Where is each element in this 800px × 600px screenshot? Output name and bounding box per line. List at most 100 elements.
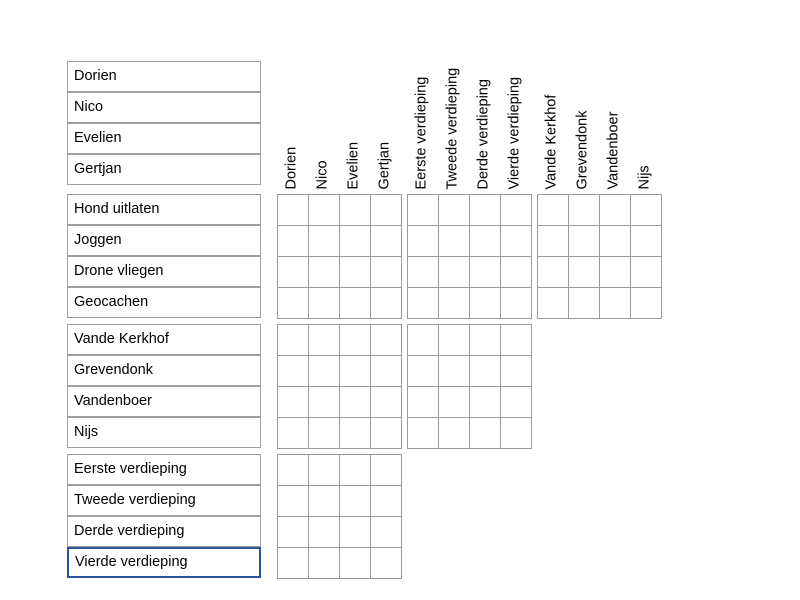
column-header-vande-kerkhof[interactable]: Vande Kerkhof [537, 11, 568, 191]
grid-cell[interactable] [569, 257, 600, 288]
row-label-nico[interactable]: Nico [67, 92, 261, 123]
grid-cell[interactable] [371, 486, 402, 517]
grid-cell[interactable] [439, 226, 470, 257]
grid-cell[interactable] [501, 325, 532, 356]
grid-cell[interactable] [569, 288, 600, 319]
column-header-tweede-verdieping[interactable]: Tweede verdieping [438, 11, 469, 191]
grid-cell[interactable] [470, 325, 501, 356]
row-label-nijs[interactable]: Nijs [67, 417, 261, 448]
grid-cell[interactable] [340, 486, 371, 517]
grid-cell[interactable] [470, 356, 501, 387]
column-header-dorien[interactable]: Dorien [277, 11, 308, 191]
grid-cell[interactable] [340, 387, 371, 418]
column-header-eerste-verdieping[interactable]: Eerste verdieping [407, 11, 438, 191]
grid-cell[interactable] [371, 418, 402, 449]
grid-cell[interactable] [278, 517, 309, 548]
row-label-joggen[interactable]: Joggen [67, 225, 261, 256]
grid-cell[interactable] [340, 356, 371, 387]
grid-cell[interactable] [309, 226, 340, 257]
grid-cell[interactable] [408, 288, 439, 319]
grid-cell[interactable] [470, 226, 501, 257]
column-header-vierde-verdieping[interactable]: Vierde verdieping [500, 11, 531, 191]
grid-cell[interactable] [569, 195, 600, 226]
grid-cell[interactable] [371, 387, 402, 418]
grid-cell[interactable] [569, 226, 600, 257]
row-label-evelien[interactable]: Evelien [67, 123, 261, 154]
grid-cell[interactable] [309, 455, 340, 486]
grid-cell[interactable] [278, 257, 309, 288]
column-header-nico[interactable]: Nico [308, 11, 339, 191]
grid-cell[interactable] [600, 257, 631, 288]
grid-cell[interactable] [538, 257, 569, 288]
grid-cell[interactable] [631, 226, 662, 257]
grid-cell[interactable] [439, 288, 470, 319]
grid-cell[interactable] [408, 257, 439, 288]
grid-cell[interactable] [501, 195, 532, 226]
grid-cell[interactable] [278, 455, 309, 486]
grid-cell[interactable] [470, 195, 501, 226]
grid-cell[interactable] [340, 325, 371, 356]
row-label-drone-vliegen[interactable]: Drone vliegen [67, 256, 261, 287]
row-label-geocachen[interactable]: Geocachen [67, 287, 261, 318]
grid-cell[interactable] [278, 548, 309, 579]
row-label-gertjan[interactable]: Gertjan [67, 154, 261, 185]
grid-cell[interactable] [631, 288, 662, 319]
grid-cell[interactable] [371, 325, 402, 356]
grid-cell[interactable] [309, 517, 340, 548]
grid-cell[interactable] [538, 195, 569, 226]
grid-cell[interactable] [631, 195, 662, 226]
column-header-nijs[interactable]: Nijs [630, 11, 661, 191]
grid-cell[interactable] [439, 195, 470, 226]
grid-cell[interactable] [600, 226, 631, 257]
column-header-evelien[interactable]: Evelien [339, 11, 370, 191]
grid-cell[interactable] [408, 418, 439, 449]
grid-cell[interactable] [371, 288, 402, 319]
grid-cell[interactable] [340, 517, 371, 548]
grid-cell[interactable] [278, 288, 309, 319]
grid-cell[interactable] [309, 548, 340, 579]
grid-cell[interactable] [600, 195, 631, 226]
grid-cell[interactable] [278, 418, 309, 449]
column-header-derde-verdieping[interactable]: Derde verdieping [469, 11, 500, 191]
row-label-eerste-verdieping[interactable]: Eerste verdieping [67, 454, 261, 485]
grid-cell[interactable] [501, 288, 532, 319]
grid-cell[interactable] [470, 288, 501, 319]
grid-cell[interactable] [501, 226, 532, 257]
column-header-gertjan[interactable]: Gertjan [370, 11, 401, 191]
grid-cell[interactable] [501, 418, 532, 449]
grid-cell[interactable] [600, 288, 631, 319]
grid-cell[interactable] [309, 288, 340, 319]
grid-cell[interactable] [340, 418, 371, 449]
grid-cell[interactable] [309, 356, 340, 387]
grid-cell[interactable] [340, 288, 371, 319]
grid-cell[interactable] [371, 195, 402, 226]
grid-cell[interactable] [278, 325, 309, 356]
grid-cell[interactable] [439, 325, 470, 356]
grid-cell[interactable] [340, 455, 371, 486]
row-label-dorien[interactable]: Dorien [67, 61, 261, 92]
grid-cell[interactable] [278, 356, 309, 387]
row-label-tweede-verdieping[interactable]: Tweede verdieping [67, 485, 261, 516]
grid-cell[interactable] [309, 325, 340, 356]
grid-cell[interactable] [408, 325, 439, 356]
grid-cell[interactable] [340, 195, 371, 226]
grid-cell[interactable] [278, 387, 309, 418]
grid-cell[interactable] [278, 486, 309, 517]
grid-cell[interactable] [501, 387, 532, 418]
row-label-vande-kerkhof[interactable]: Vande Kerkhof [67, 324, 261, 355]
grid-cell[interactable] [538, 288, 569, 319]
grid-cell[interactable] [501, 257, 532, 288]
grid-cell[interactable] [309, 387, 340, 418]
grid-cell[interactable] [371, 257, 402, 288]
grid-cell[interactable] [371, 455, 402, 486]
grid-cell[interactable] [470, 418, 501, 449]
grid-cell[interactable] [340, 548, 371, 579]
grid-cell[interactable] [538, 226, 569, 257]
grid-cell[interactable] [501, 356, 532, 387]
grid-cell[interactable] [278, 195, 309, 226]
grid-cell[interactable] [439, 387, 470, 418]
grid-cell[interactable] [439, 257, 470, 288]
row-label-hond-uitlaten[interactable]: Hond uitlaten [67, 194, 261, 225]
grid-cell[interactable] [309, 486, 340, 517]
row-label-vandenboer[interactable]: Vandenboer [67, 386, 261, 417]
